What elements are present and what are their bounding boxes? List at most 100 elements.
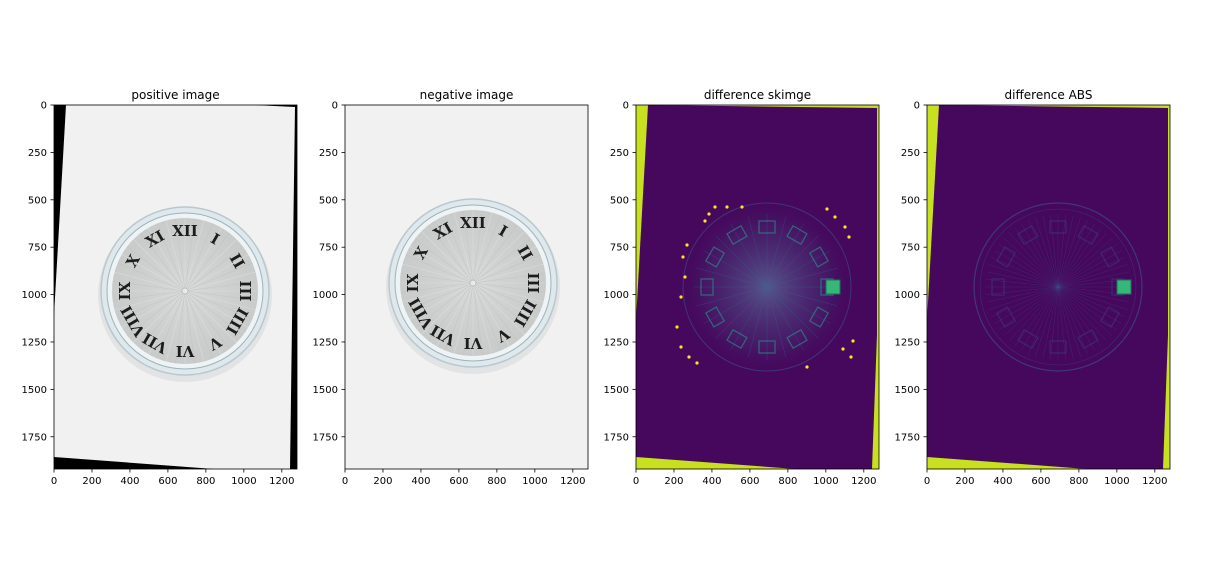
brush-line (414, 282, 474, 328)
brush-line (472, 231, 525, 284)
x-tick-label: 1200 (851, 476, 876, 487)
radial-line (703, 250, 768, 288)
radial-line (1057, 227, 1102, 288)
numeral-ghost (1077, 225, 1099, 246)
clock-numeral: VI (176, 342, 196, 360)
radial-line (1057, 286, 1122, 324)
brush-line (405, 254, 474, 284)
change-dot (683, 275, 687, 279)
brush-line (184, 290, 222, 355)
clock-numeral: IX (404, 273, 422, 292)
brush-line (184, 218, 195, 292)
x-tick-label: 1000 (813, 476, 838, 487)
radial-line (1057, 223, 1095, 288)
radial-line (730, 223, 768, 288)
axes-frame (635, 104, 880, 470)
x-tick-label: 400 (702, 476, 721, 487)
axes-frame (344, 104, 589, 470)
brush-line (444, 282, 474, 351)
brush-line (184, 271, 256, 292)
y-tick-label: 750 (319, 243, 338, 254)
change-dot (685, 243, 689, 247)
numeral-ghost (996, 306, 1017, 328)
numeral-ghost (786, 225, 808, 246)
numeral-ghost (1049, 340, 1067, 354)
radial-line (1057, 237, 1113, 288)
brush-line (114, 290, 186, 311)
clock-numeral: XII (172, 222, 198, 240)
brush-line (472, 238, 532, 284)
radial-line (766, 216, 787, 288)
highlight-block (825, 279, 841, 295)
brush-line (463, 282, 474, 356)
y-tick-label: 1250 (22, 337, 47, 348)
x-tick-label: 1000 (522, 476, 547, 487)
numeral-ghost (1017, 328, 1039, 349)
radial-line (1050, 286, 1059, 360)
clock-numeral: IX (116, 281, 134, 300)
radial-line (1035, 286, 1059, 357)
numeral-ghost (1049, 220, 1067, 234)
brush-line (184, 220, 205, 292)
brush-line (409, 282, 474, 320)
x-tick-label: 0 (51, 476, 57, 487)
y-tick-label: 500 (901, 195, 920, 206)
radial-line (766, 267, 838, 288)
y-tick-label: 750 (610, 243, 629, 254)
radial-line (766, 235, 819, 288)
brush-line (156, 290, 186, 359)
brush-line (126, 290, 186, 336)
radial-line (1021, 286, 1059, 351)
numeral-ghost (700, 278, 714, 296)
change-dot (687, 355, 691, 359)
panel-title: difference ABS (1005, 88, 1093, 102)
numeral-ghost (808, 246, 829, 268)
radial-line (1057, 286, 1066, 360)
x-tick-label: 200 (373, 476, 392, 487)
y-tick-label: 250 (319, 148, 338, 159)
x-tick-label: 800 (1069, 476, 1088, 487)
change-dot (847, 235, 851, 239)
radial-line (1008, 232, 1059, 288)
brush-line (126, 246, 186, 292)
radial-line (1057, 286, 1113, 337)
radial-line (1003, 237, 1059, 288)
numeral-ghost (1017, 225, 1039, 246)
radial-line (1057, 217, 1081, 288)
brush-line (184, 246, 244, 292)
y-tick-label: 1000 (895, 290, 920, 301)
brush-line (472, 282, 541, 312)
y-tick-label: 750 (901, 243, 920, 254)
radial-line (1008, 286, 1059, 342)
brush-line (184, 281, 258, 292)
y-tick-label: 1000 (313, 290, 338, 301)
x-tick-label: 0 (633, 476, 639, 487)
brush-line (184, 290, 237, 343)
x-tick-label: 800 (487, 476, 506, 487)
brush-line (414, 238, 474, 284)
radial-line (1014, 227, 1059, 288)
radial-line (1057, 286, 1125, 317)
brush-line (175, 290, 186, 364)
brush-line (472, 282, 544, 303)
y-tick-label: 500 (28, 195, 47, 206)
numeral-ghost (1099, 306, 1120, 328)
brush-line (472, 282, 525, 335)
brush-line (184, 290, 256, 311)
radial-line (988, 264, 1059, 288)
clock-outline (682, 202, 852, 372)
y-tick-label: 0 (332, 101, 338, 112)
brush-line (184, 254, 249, 292)
brush-line (421, 282, 474, 335)
numeral-ghost (991, 278, 1005, 296)
radial-line (1057, 286, 1081, 357)
panel-image (927, 105, 1170, 469)
radial-line (994, 286, 1059, 324)
brush-line (184, 262, 253, 292)
y-tick-label: 1750 (22, 432, 47, 443)
brush-line (114, 271, 186, 292)
change-dot (713, 205, 717, 209)
radial-line (1057, 264, 1128, 288)
